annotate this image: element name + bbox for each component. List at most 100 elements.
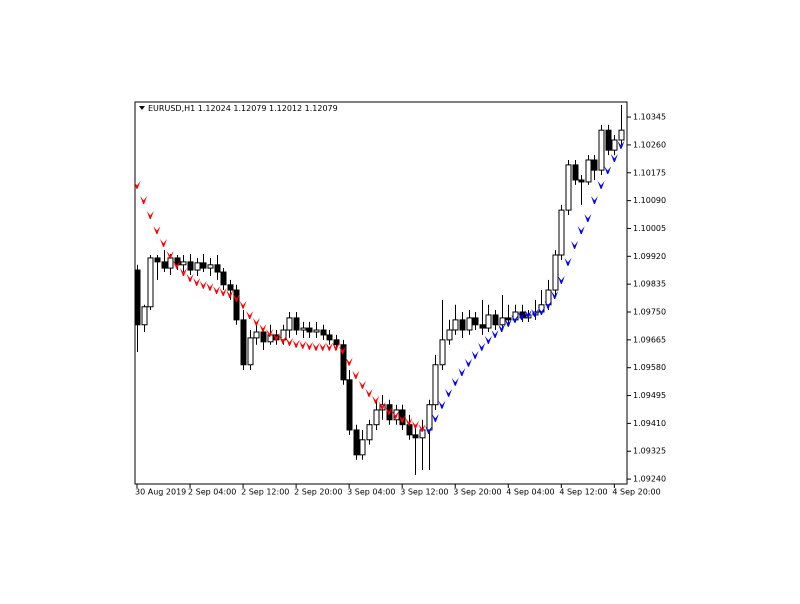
sar-marker xyxy=(465,358,472,367)
candle-body xyxy=(187,261,194,271)
sar-marker xyxy=(358,380,366,389)
candle-body xyxy=(233,289,240,321)
sar-marker xyxy=(305,341,313,350)
sar-marker xyxy=(564,257,572,266)
y-tick-label: 1.09665 xyxy=(633,335,666,344)
sar-marker xyxy=(206,282,214,291)
sar-marker xyxy=(504,318,512,327)
candle-body xyxy=(194,262,201,271)
sar-marker xyxy=(279,335,287,344)
candle-body xyxy=(161,261,168,269)
sar-marker xyxy=(537,307,545,316)
candle-body xyxy=(326,334,333,341)
candle-body xyxy=(220,271,227,286)
sar-marker xyxy=(135,180,141,189)
sar-marker xyxy=(557,275,565,284)
candle-body xyxy=(260,331,267,343)
candle-body xyxy=(446,329,453,341)
candle-body xyxy=(572,164,579,181)
candle-body xyxy=(353,429,360,456)
candle-body xyxy=(306,327,313,333)
sar-marker xyxy=(411,420,419,429)
x-tick-label: 3 Sep 04:00 xyxy=(347,488,395,497)
y-tick-label: 1.10260 xyxy=(633,140,666,149)
candle-body xyxy=(565,164,572,211)
sar-marker xyxy=(173,260,181,269)
sar-marker xyxy=(418,423,426,432)
y-tick-label: 1.10090 xyxy=(633,196,666,205)
candle-body xyxy=(366,424,373,441)
sar-marker xyxy=(272,332,280,341)
candle-body xyxy=(492,314,499,326)
candle-body xyxy=(180,261,187,266)
sar-marker xyxy=(266,328,274,337)
sar-marker xyxy=(604,166,612,175)
sar-marker xyxy=(405,417,413,426)
candle-body xyxy=(214,264,221,273)
sar-marker xyxy=(511,314,519,323)
candle-body xyxy=(585,159,592,183)
candle-body xyxy=(459,319,466,331)
sar-marker xyxy=(345,357,353,366)
sar-marker xyxy=(166,250,174,259)
sar-marker xyxy=(392,410,400,419)
sar-marker xyxy=(239,300,247,309)
candle-body xyxy=(505,317,512,321)
sar-marker xyxy=(179,268,187,277)
sar-marker xyxy=(551,290,559,299)
plot-frame xyxy=(134,101,628,485)
candle-body xyxy=(253,331,260,339)
sar-marker xyxy=(425,425,433,434)
sar-marker xyxy=(325,342,333,351)
y-tick-label: 1.10175 xyxy=(633,168,666,177)
candle-body xyxy=(412,434,419,439)
candle-body xyxy=(578,179,585,183)
y-tick-label: 1.09325 xyxy=(633,447,666,456)
x-tick-label: 4 Sep 20:00 xyxy=(612,488,660,497)
x-tick-label: 2 Sep 04:00 xyxy=(188,488,236,497)
candle-body xyxy=(406,424,413,436)
sar-marker xyxy=(458,367,466,376)
x-tick-label: 2 Sep 12:00 xyxy=(241,488,289,497)
candle-body xyxy=(605,129,612,151)
sar-marker xyxy=(252,317,260,326)
sar-marker xyxy=(226,289,234,298)
candle-body xyxy=(286,317,293,331)
sar-marker xyxy=(339,346,347,355)
x-tick-label: 3 Sep 20:00 xyxy=(453,488,501,497)
candle-body xyxy=(333,339,340,346)
candle-body xyxy=(320,329,327,336)
sar-marker xyxy=(445,388,453,397)
candle-body xyxy=(300,327,307,331)
sar-marker xyxy=(365,388,373,397)
sar-marker xyxy=(186,273,194,282)
sar-marker xyxy=(213,286,221,295)
y-tick-label: 1.09920 xyxy=(633,252,666,261)
y-tick-label: 1.09410 xyxy=(633,419,666,428)
sar-marker xyxy=(193,277,201,286)
sar-marker xyxy=(332,342,340,351)
candle-body xyxy=(439,339,446,366)
sar-marker xyxy=(398,414,406,423)
x-tick-label: 3 Sep 12:00 xyxy=(400,488,448,497)
candle-body xyxy=(479,324,486,329)
y-tick-label: 1.09580 xyxy=(633,363,666,372)
sar-marker xyxy=(219,288,227,297)
candle-body xyxy=(452,319,459,331)
sar-marker xyxy=(246,310,254,319)
sar-marker xyxy=(146,211,154,220)
candle-body xyxy=(432,364,439,406)
candle-body xyxy=(154,257,161,263)
candle-body xyxy=(499,317,506,326)
sar-marker xyxy=(319,342,327,351)
sar-marker xyxy=(285,337,293,346)
candle-body xyxy=(591,159,598,171)
sar-marker xyxy=(617,140,625,149)
candle-body xyxy=(227,284,234,291)
sar-marker xyxy=(484,335,492,344)
plot-area xyxy=(135,104,625,475)
sar-marker xyxy=(259,324,267,333)
candle-body xyxy=(472,317,479,326)
sar-marker xyxy=(498,324,506,333)
candle-body xyxy=(147,257,154,308)
